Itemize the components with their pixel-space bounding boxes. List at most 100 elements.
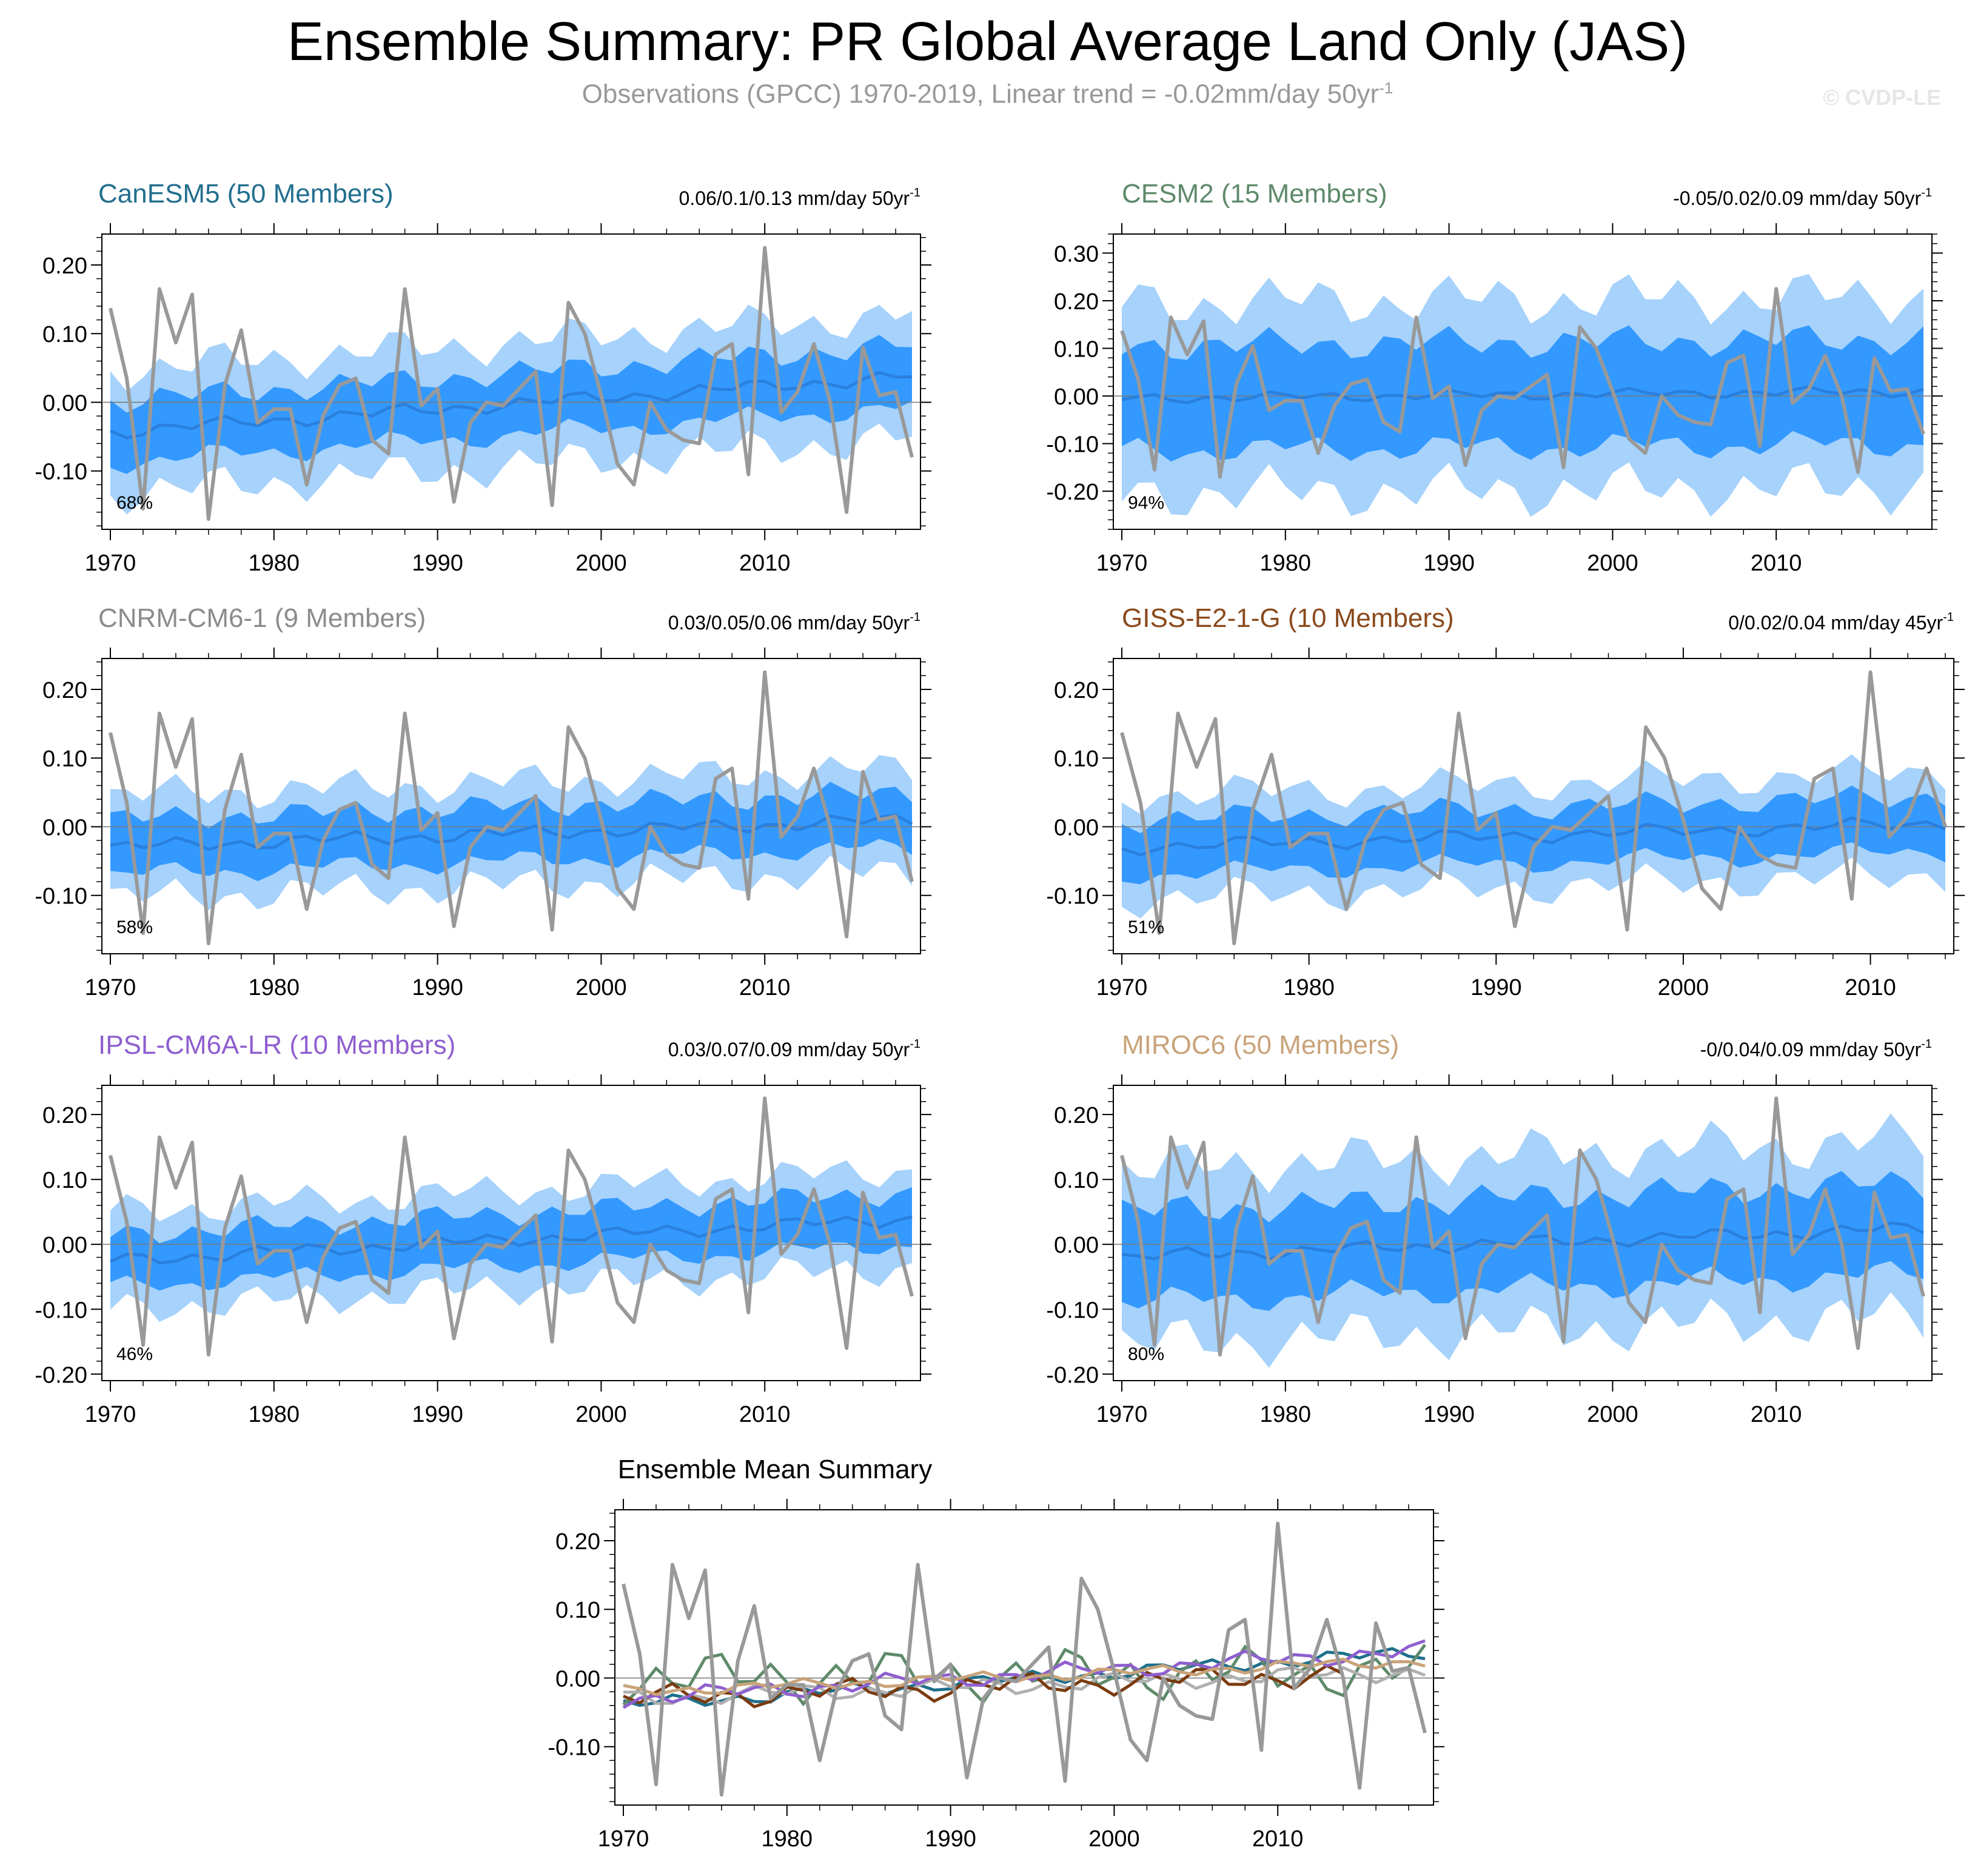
x-tick-label: 2000 xyxy=(575,551,627,576)
x-tick-label: 1970 xyxy=(598,1826,649,1852)
x-tick-label: 2010 xyxy=(739,1402,791,1427)
panel-4: -0.10 0.00 0.10 0.20 1970 1980 1990 2000 2010 GIS… xyxy=(1046,603,1965,1000)
y-tick-label: 0.00 xyxy=(42,390,87,416)
y-tick-label: 0.00 xyxy=(42,1233,87,1258)
x-tick-label: 1980 xyxy=(249,1402,300,1427)
trend-superscript: -1 xyxy=(910,611,920,624)
trend-label: 0/0.02/0.04 mm/day 45yr-1 xyxy=(1728,611,1954,634)
trend-superscript: -1 xyxy=(910,1037,920,1051)
plot-frame xyxy=(614,1509,1434,1806)
panel-3: -0.10 0.00 0.10 0.20 1970 1980 1990 2000 2010 CNR… xyxy=(35,603,931,1000)
panel-5: -0.20 -0.10 0.00 0.10 0.20 1970 1980 1990 2000 20… xyxy=(35,1030,931,1427)
trend-superscript: -1 xyxy=(910,186,920,199)
x-tick-label: 2010 xyxy=(1252,1826,1304,1852)
panel-title: MIROC6 (50 Members) xyxy=(1122,1030,1399,1060)
x-tick-label: 2000 xyxy=(1587,551,1638,576)
percent-label: 51% xyxy=(1128,917,1164,937)
trend-superscript: -1 xyxy=(1921,1037,1932,1051)
x-tick-label: 1970 xyxy=(85,1402,136,1427)
trend-text: 0/0.02/0.04 mm/day 45yr xyxy=(1728,612,1943,634)
x-tick-label: 1990 xyxy=(412,1402,463,1427)
y-tick-label: 0.10 xyxy=(555,1598,600,1623)
watermark: © CVDP-LE xyxy=(1823,85,1941,110)
x-tick-label: 2000 xyxy=(1658,975,1709,1000)
page-title: Ensemble Summary: PR Global Average Land… xyxy=(287,12,1688,72)
observation-line xyxy=(109,246,914,521)
y-tick-label: -0.10 xyxy=(35,884,87,910)
y-tick-label: 0.20 xyxy=(555,1529,600,1555)
observation-line xyxy=(622,1521,1427,1797)
y-tick-label: 0.00 xyxy=(1054,1233,1099,1258)
y-tick-label: -0.10 xyxy=(35,460,87,485)
panel-title: GISS-E2-1-G (10 Members) xyxy=(1122,603,1454,633)
percent-label: 68% xyxy=(116,493,153,513)
x-tick-label: 1980 xyxy=(249,551,300,576)
trend-text: 0.06/0.1/0.13 mm/day 50yr xyxy=(679,187,910,209)
y-tick-label: 0.10 xyxy=(1054,1168,1099,1193)
trend-text: -0.05/0.02/0.09 mm/day 50yr xyxy=(1673,187,1921,209)
y-tick-label: 0.20 xyxy=(1054,1103,1099,1128)
x-tick-label: 1980 xyxy=(249,975,300,1000)
x-tick-label: 1980 xyxy=(1260,551,1312,576)
y-tick-label: 0.10 xyxy=(1054,746,1099,772)
percent-label: 94% xyxy=(1128,493,1164,513)
panel-6: -0.20 -0.10 0.00 0.10 0.20 1970 1980 1990 2000 20… xyxy=(1046,1030,1943,1427)
panel-2: -0.20 -0.10 0.00 0.10 0.20 0.30 1970 1980 1990 20… xyxy=(1046,179,1943,576)
x-tick-label: 1980 xyxy=(1283,975,1335,1000)
panel-1: -0.10 0.00 0.10 0.20 1970 1980 1990 2000 2010 Can… xyxy=(35,179,931,576)
y-tick-label: -0.20 xyxy=(1046,480,1099,505)
panel-title: CNRM-CM6-1 (9 Members) xyxy=(98,603,426,633)
subtitle-superscript: -1 xyxy=(1379,79,1393,97)
percent-label: 80% xyxy=(1128,1344,1164,1364)
x-tick-label: 1990 xyxy=(412,551,463,576)
y-tick-label: 0.20 xyxy=(1054,289,1099,315)
trend-superscript: -1 xyxy=(1921,186,1932,199)
trend-text: 0.03/0.07/0.09 mm/day 50yr xyxy=(668,1039,910,1060)
y-tick-label: 0.00 xyxy=(1054,815,1099,840)
x-tick-label: 1970 xyxy=(1096,975,1148,1000)
y-tick-label: 0.00 xyxy=(42,815,87,840)
y-tick-label: -0.20 xyxy=(35,1362,87,1388)
x-tick-label: 2000 xyxy=(575,975,627,1000)
x-tick-label: 2010 xyxy=(1751,1402,1802,1427)
y-tick-label: 0.30 xyxy=(1054,241,1099,267)
observation-line xyxy=(1120,670,1947,946)
trend-label: 0.03/0.05/0.06 mm/day 50yr-1 xyxy=(668,611,920,634)
subtitle-text: Observations (GPCC) 1970-2019, Linear tr… xyxy=(582,79,1380,109)
page-subtitle: Observations (GPCC) 1970-2019, Linear tr… xyxy=(0,79,1975,110)
trend-superscript: -1 xyxy=(1943,611,1954,624)
x-tick-label: 2010 xyxy=(1751,551,1802,576)
panel-title: CESM2 (15 Members) xyxy=(1122,179,1387,209)
trend-label: 0.06/0.1/0.13 mm/day 50yr-1 xyxy=(679,186,920,209)
x-tick-label: 1990 xyxy=(1470,975,1522,1000)
y-tick-label: 0.20 xyxy=(42,253,87,279)
y-tick-label: 0.10 xyxy=(42,322,87,347)
y-tick-label: 0.00 xyxy=(555,1666,600,1692)
panel-title: CanESM5 (50 Members) xyxy=(98,179,394,209)
x-tick-label: 2010 xyxy=(739,551,791,576)
x-tick-label: 1990 xyxy=(1423,1402,1475,1427)
observation-line xyxy=(1120,287,1925,479)
percent-label: 58% xyxy=(116,917,153,937)
y-tick-label: 0.20 xyxy=(1054,678,1099,703)
x-tick-label: 2000 xyxy=(1088,1826,1140,1852)
panel-title: IPSL-CM6A-LR (10 Members) xyxy=(98,1030,455,1060)
y-tick-label: 0.00 xyxy=(1054,384,1099,410)
y-tick-label: 0.10 xyxy=(1054,337,1099,363)
x-tick-label: 1970 xyxy=(1096,1402,1148,1427)
trend-text: 0.03/0.05/0.06 mm/day 50yr xyxy=(668,612,910,634)
y-tick-label: -0.10 xyxy=(1046,432,1099,458)
observation-line xyxy=(109,1096,914,1357)
y-tick-label: -0.10 xyxy=(548,1735,600,1761)
panel-7: -0.10 0.00 0.10 0.20 1970 1980 1990 2000 2010 Ens… xyxy=(548,1455,1444,1852)
x-tick-label: 1970 xyxy=(85,975,136,1000)
x-tick-label: 2000 xyxy=(575,1402,627,1427)
percent-label: 46% xyxy=(116,1344,153,1364)
x-tick-label: 2010 xyxy=(1845,975,1896,1000)
y-tick-label: -0.10 xyxy=(1046,1298,1099,1323)
x-tick-label: 2000 xyxy=(1587,1402,1638,1427)
y-tick-label: 0.10 xyxy=(42,746,87,772)
y-tick-label: 0.20 xyxy=(42,1103,87,1128)
trend-text: -0/0.04/0.09 mm/day 50yr xyxy=(1700,1039,1922,1060)
